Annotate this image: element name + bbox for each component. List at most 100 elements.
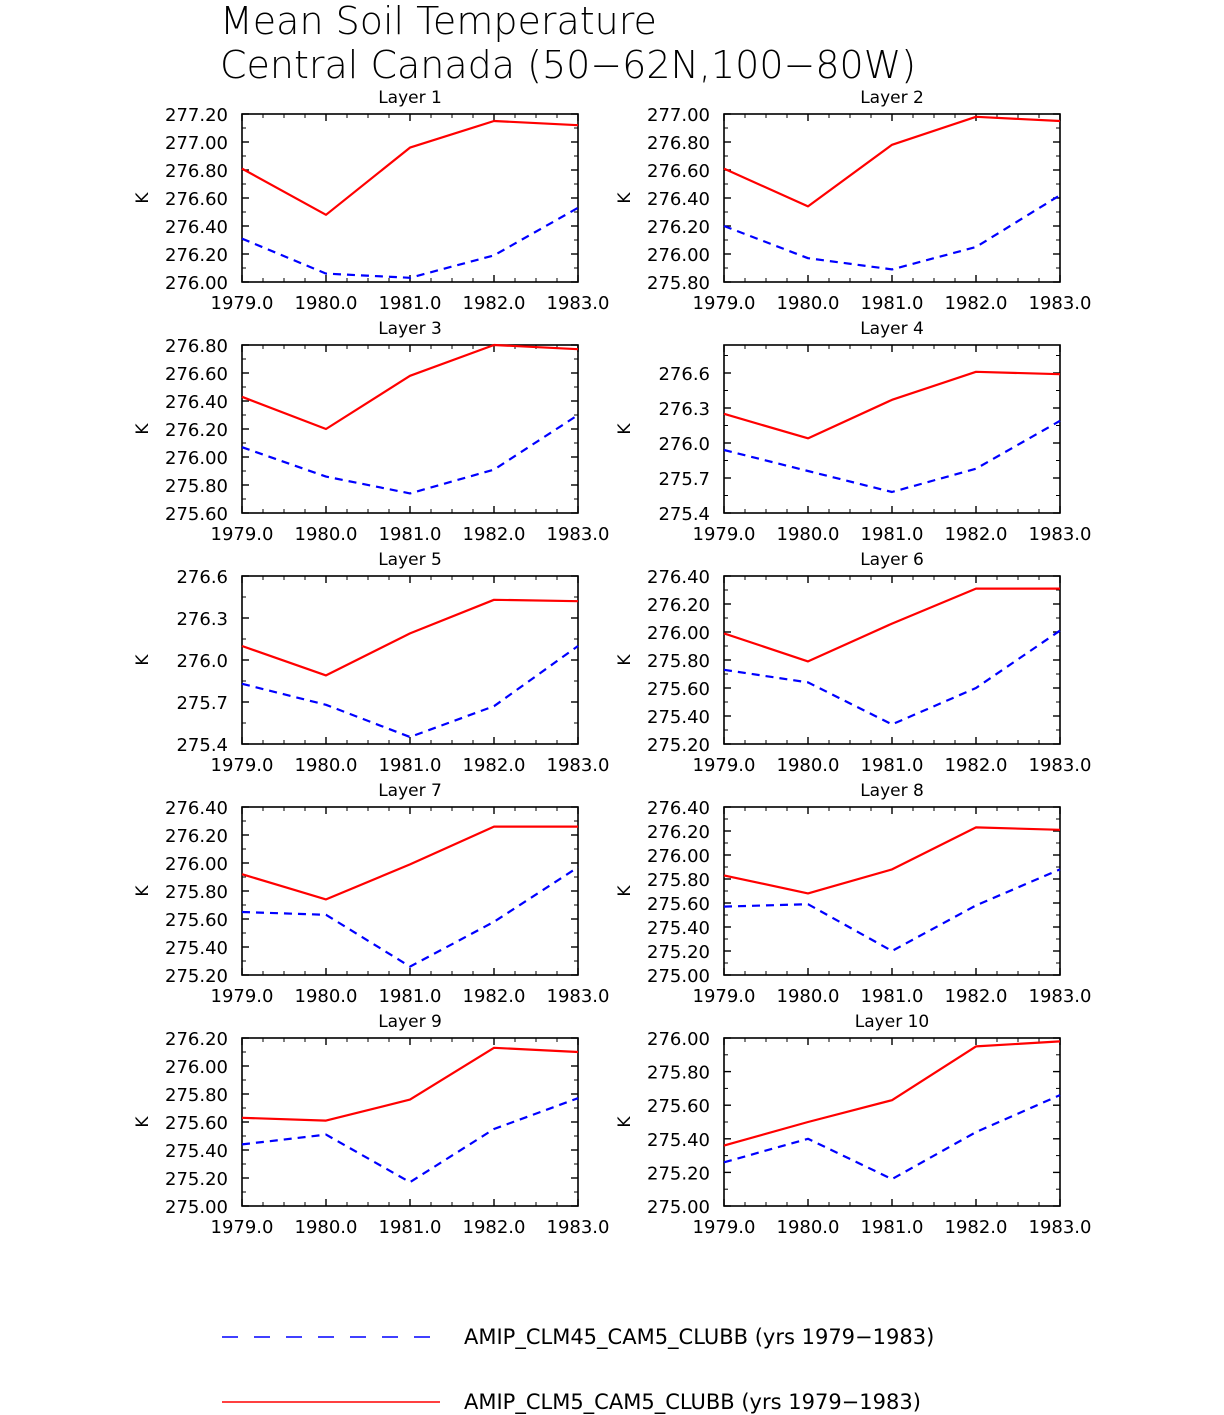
y-tick-label: 276.20 (647, 595, 710, 616)
y-axis-label: K (615, 423, 635, 435)
series-clm5-line (241, 119, 579, 216)
x-tick-label: 1981.0 (861, 1217, 924, 1238)
x-tick-label: 1979.0 (693, 1217, 756, 1238)
x-tick-label: 1980.0 (777, 755, 840, 776)
x-tick-label: 1981.0 (379, 524, 442, 545)
y-tick-label: 276.6 (176, 567, 228, 588)
panel-layer-4: Layer 4 1979.0 1980.0 1981.0 1982.0 1983.0 275… (615, 319, 1091, 545)
x-tick-label: 1980.0 (295, 1217, 358, 1238)
y-tick-label: 276.40 (647, 189, 710, 210)
panel-layer-3: Layer 3 1979.0 1980.0 1981.0 1982.0 1983.0 275… (133, 319, 609, 545)
x-tick-label: 1983.0 (1029, 1217, 1092, 1238)
y-tick-label: 276.00 (165, 448, 228, 469)
x-tick-label: 1979.0 (211, 524, 274, 545)
y-tick-label: 276.60 (647, 161, 710, 182)
series-clm45-line (241, 645, 579, 739)
x-tick-label: 1981.0 (379, 986, 442, 1007)
y-tick-label: 275.20 (647, 942, 710, 963)
y-axis-label: K (615, 654, 635, 666)
y-tick-label: 276.20 (165, 245, 228, 266)
series-clm45-line (241, 1097, 579, 1184)
series-clm5-line (723, 115, 1061, 208)
x-tick-label: 1982.0 (463, 524, 526, 545)
y-tick-label: 277.20 (165, 105, 228, 126)
y-tick-label: 275.4 (176, 735, 228, 756)
y-tick-label: 276.20 (647, 822, 710, 843)
figure-title-line-2: Central Canada (50−62N,100−80W) (220, 43, 916, 87)
y-tick-label: 276.80 (647, 133, 710, 154)
x-tick-label: 1979.0 (693, 986, 756, 1007)
y-tick-label: 276.00 (647, 1029, 710, 1050)
panel-frame (723, 575, 1061, 745)
panel-title: Layer 9 (378, 1012, 442, 1032)
y-axis-label: K (133, 192, 153, 204)
x-tick-label: 1983.0 (1029, 755, 1092, 776)
y-tick-label: 276.80 (165, 336, 228, 357)
chart-panels: Layer 1 1979.0 1980.0 1981.0 1982.0 1983.0 276… (133, 88, 1091, 1238)
y-tick-label: 275.80 (165, 476, 228, 497)
panel-layer-6: Layer 6 1979.0 1980.0 1981.0 1982.0 1983.0 275… (615, 550, 1091, 776)
x-tick-label: 1980.0 (295, 524, 358, 545)
x-tick-label: 1981.0 (861, 524, 924, 545)
x-tick-label: 1981.0 (379, 1217, 442, 1238)
panel-frame (241, 344, 579, 514)
series-clm5-line (723, 826, 1061, 895)
figure-title-line-1: Mean Soil Temperature (220, 0, 657, 43)
y-tick-label: 275.80 (647, 870, 710, 891)
y-tick-label: 275.20 (165, 1169, 228, 1190)
y-tick-label: 275.20 (647, 1163, 710, 1184)
panel-title: Layer 1 (378, 88, 442, 108)
series-clm5-line (723, 370, 1061, 440)
panel-title: Layer 2 (860, 88, 924, 108)
y-tick-label: 276.00 (165, 1057, 228, 1078)
x-tick-label: 1982.0 (945, 755, 1008, 776)
y-tick-label: 275.40 (165, 1141, 228, 1162)
x-tick-label: 1980.0 (295, 986, 358, 1007)
panel-title: Layer 10 (855, 1012, 929, 1032)
series-clm45-line (723, 194, 1061, 271)
y-tick-label: 276.20 (647, 217, 710, 238)
panel-layer-5: Layer 5 1979.0 1980.0 1981.0 1982.0 1983.0 275… (133, 550, 609, 776)
y-tick-label: 275.4 (658, 504, 710, 525)
x-tick-label: 1983.0 (547, 524, 610, 545)
y-tick-label: 276.20 (165, 826, 228, 847)
panel-layer-10: Layer 10 1979.0 1980.0 1981.0 1982.0 1983.0 27… (615, 1012, 1091, 1238)
x-tick-label: 1979.0 (693, 524, 756, 545)
y-tick-label: 276.00 (647, 623, 710, 644)
x-tick-label: 1979.0 (211, 755, 274, 776)
x-tick-label: 1980.0 (777, 1217, 840, 1238)
panel-frame (723, 1037, 1061, 1207)
x-tick-label: 1982.0 (945, 524, 1008, 545)
y-tick-label: 275.00 (165, 1197, 228, 1218)
panel-frame (241, 113, 579, 283)
panel-title: Layer 4 (860, 319, 924, 339)
x-tick-label: 1981.0 (861, 986, 924, 1007)
series-clm5-line (241, 343, 579, 431)
y-tick-label: 275.80 (647, 1063, 710, 1084)
x-tick-label: 1979.0 (693, 755, 756, 776)
series-clm45-line (723, 868, 1061, 953)
series-clm45-line (241, 414, 579, 495)
x-tick-label: 1981.0 (379, 293, 442, 314)
y-tick-label: 275.80 (647, 273, 710, 294)
y-axis-label: K (615, 192, 635, 204)
y-tick-label: 275.80 (165, 1085, 228, 1106)
x-tick-label: 1979.0 (211, 293, 274, 314)
y-tick-label: 275.20 (165, 966, 228, 987)
x-tick-label: 1982.0 (463, 1217, 526, 1238)
y-tick-label: 276.20 (165, 1029, 228, 1050)
y-tick-label: 275.60 (647, 894, 710, 915)
y-tick-label: 276.00 (165, 273, 228, 294)
y-tick-label: 276.40 (647, 798, 710, 819)
series-clm5-line (241, 825, 578, 901)
x-tick-label: 1981.0 (379, 755, 442, 776)
y-axis-label: K (615, 885, 635, 897)
x-tick-label: 1979.0 (211, 986, 274, 1007)
y-tick-label: 275.40 (647, 707, 710, 728)
x-tick-label: 1983.0 (1029, 524, 1092, 545)
y-tick-label: 275.40 (647, 918, 710, 939)
y-axis-label: K (133, 1116, 153, 1128)
y-tick-label: 275.60 (647, 1096, 710, 1117)
y-tick-label: 275.60 (165, 504, 228, 525)
series-clm5-line (241, 598, 579, 677)
